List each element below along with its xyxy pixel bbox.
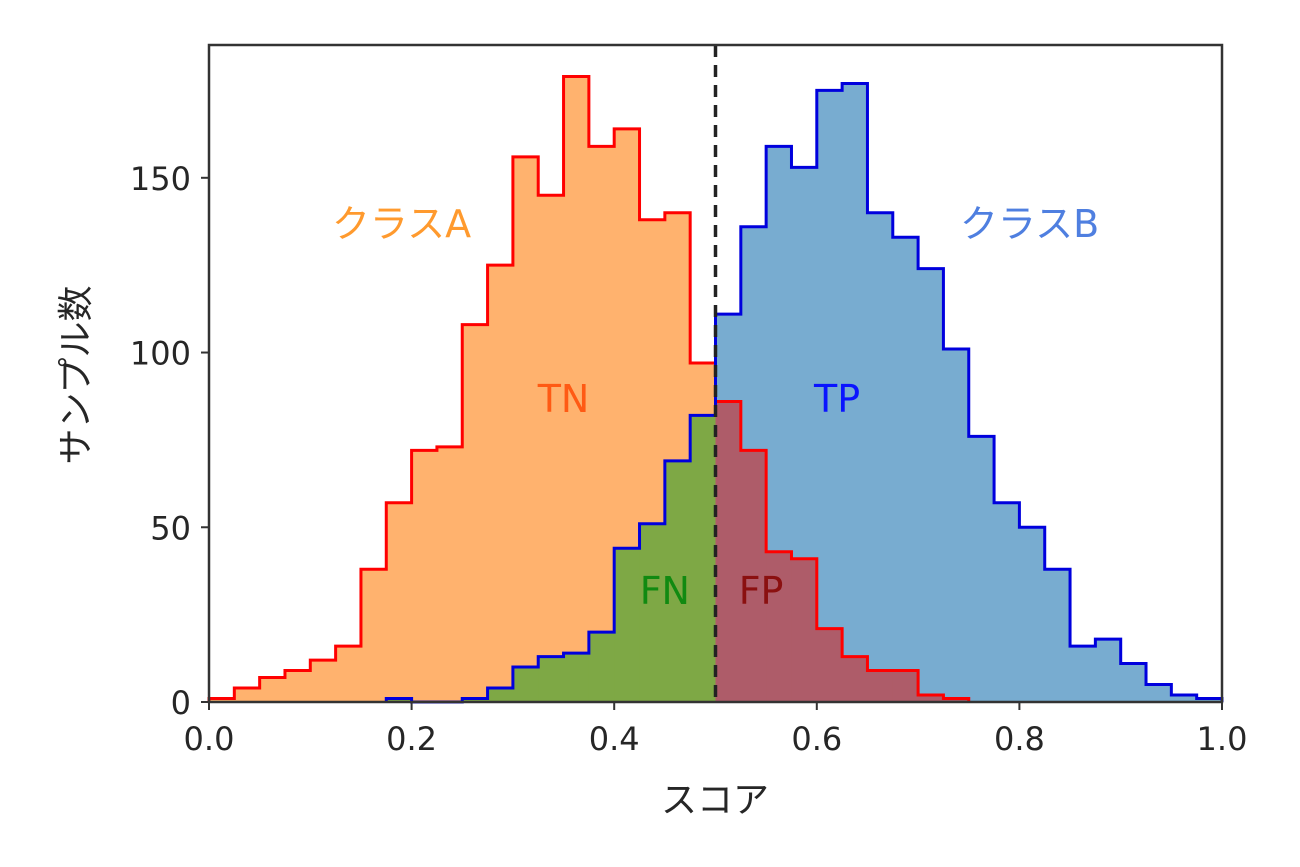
histogram-bar bbox=[1019, 527, 1046, 702]
x-tick-label: 0.2 bbox=[386, 720, 437, 758]
histogram-bar bbox=[487, 265, 514, 702]
histogram-bar bbox=[1095, 639, 1122, 702]
histogram-bar bbox=[968, 436, 995, 702]
histogram-bar bbox=[1171, 695, 1198, 702]
histogram-bar bbox=[209, 698, 235, 702]
x-tick-label: 0.8 bbox=[994, 720, 1045, 758]
histogram-bar bbox=[360, 569, 387, 702]
histogram-bar bbox=[411, 450, 438, 702]
overlap-bar bbox=[892, 670, 919, 702]
overlap-bar bbox=[639, 523, 666, 702]
histogram-bar bbox=[816, 90, 843, 703]
x-axis-label: スコア bbox=[661, 780, 769, 821]
histogram-bar bbox=[918, 268, 945, 702]
x-axis-ticks: 0.0 0.2 0.4 0.6 0.8 1.0 bbox=[184, 702, 1248, 758]
y-tick-label: 0 bbox=[171, 684, 191, 722]
y-tick-label: 150 bbox=[130, 160, 191, 198]
histogram-bar bbox=[335, 646, 362, 702]
overlap-bar bbox=[740, 450, 767, 702]
histogram-fills bbox=[209, 76, 1223, 703]
histogram-bar bbox=[436, 446, 463, 702]
overlap-bar bbox=[487, 688, 514, 702]
overlap-bar bbox=[766, 551, 793, 702]
overlap-bar bbox=[588, 632, 615, 702]
overlap-bar bbox=[715, 401, 742, 702]
histogram-bar bbox=[1120, 663, 1147, 702]
histogram-outline bbox=[207, 74, 971, 702]
histogram-outline bbox=[384, 81, 1224, 704]
histogram-bar bbox=[310, 660, 337, 702]
y-tick-label: 100 bbox=[130, 335, 191, 373]
histogram-edges bbox=[207, 74, 1224, 704]
histogram-bar bbox=[284, 670, 311, 702]
histogram-bar bbox=[1146, 684, 1172, 702]
annotation-class-b: クラスB bbox=[960, 202, 1099, 246]
y-tick-label: 50 bbox=[150, 509, 191, 547]
overlap-bar bbox=[867, 670, 894, 702]
annotation-fn: FN bbox=[640, 569, 690, 613]
overlap-bar bbox=[791, 558, 818, 702]
plot-frame bbox=[207, 43, 1224, 704]
x-tick-label: 0.4 bbox=[589, 720, 640, 758]
annotation-class-a: クラスA bbox=[332, 202, 471, 246]
histogram-bar bbox=[1044, 569, 1071, 702]
histogram-bar bbox=[1196, 698, 1223, 702]
overlap-bar bbox=[664, 460, 691, 702]
overlap-bar bbox=[614, 548, 641, 702]
overlap-bar bbox=[918, 695, 945, 702]
x-tick-label: 0.6 bbox=[791, 720, 842, 758]
overlap-bar bbox=[816, 628, 843, 702]
overlap-bar bbox=[690, 415, 717, 702]
x-tick-label: 1.0 bbox=[1197, 720, 1248, 758]
histogram-bar bbox=[1070, 646, 1096, 702]
histogram-bar bbox=[563, 76, 590, 702]
histogram-bar bbox=[234, 688, 261, 702]
histogram-bar bbox=[462, 324, 489, 702]
histogram-bar bbox=[892, 237, 919, 702]
histogram-bar bbox=[994, 502, 1020, 702]
y-axis-label: サンプル数 bbox=[56, 286, 97, 465]
histogram-bar bbox=[538, 195, 565, 702]
overlap-bar bbox=[462, 698, 489, 702]
annotations: クラスA クラスB TN TP FN FP bbox=[332, 202, 1099, 613]
annotation-tn: TN bbox=[537, 377, 590, 421]
overlap-bar bbox=[386, 698, 413, 702]
histogram-bar bbox=[588, 146, 615, 702]
histogram-bar bbox=[386, 502, 413, 702]
histogram-bar bbox=[259, 677, 286, 702]
histogram-bar bbox=[867, 212, 894, 702]
overlap-bar bbox=[842, 656, 869, 702]
y-axis-ticks: 0 50 100 150 bbox=[130, 160, 209, 722]
annotation-tp: TP bbox=[813, 377, 860, 421]
x-tick-label: 0.0 bbox=[184, 720, 235, 758]
annotation-fp: FP bbox=[739, 569, 784, 613]
histogram-bar bbox=[512, 156, 539, 703]
overlap-bar bbox=[563, 653, 590, 702]
histogram-bar bbox=[943, 349, 970, 702]
overlap-bar bbox=[943, 698, 970, 702]
overlap-bar bbox=[538, 656, 565, 702]
overlap-bar bbox=[512, 667, 539, 702]
histogram-bar bbox=[842, 83, 869, 703]
